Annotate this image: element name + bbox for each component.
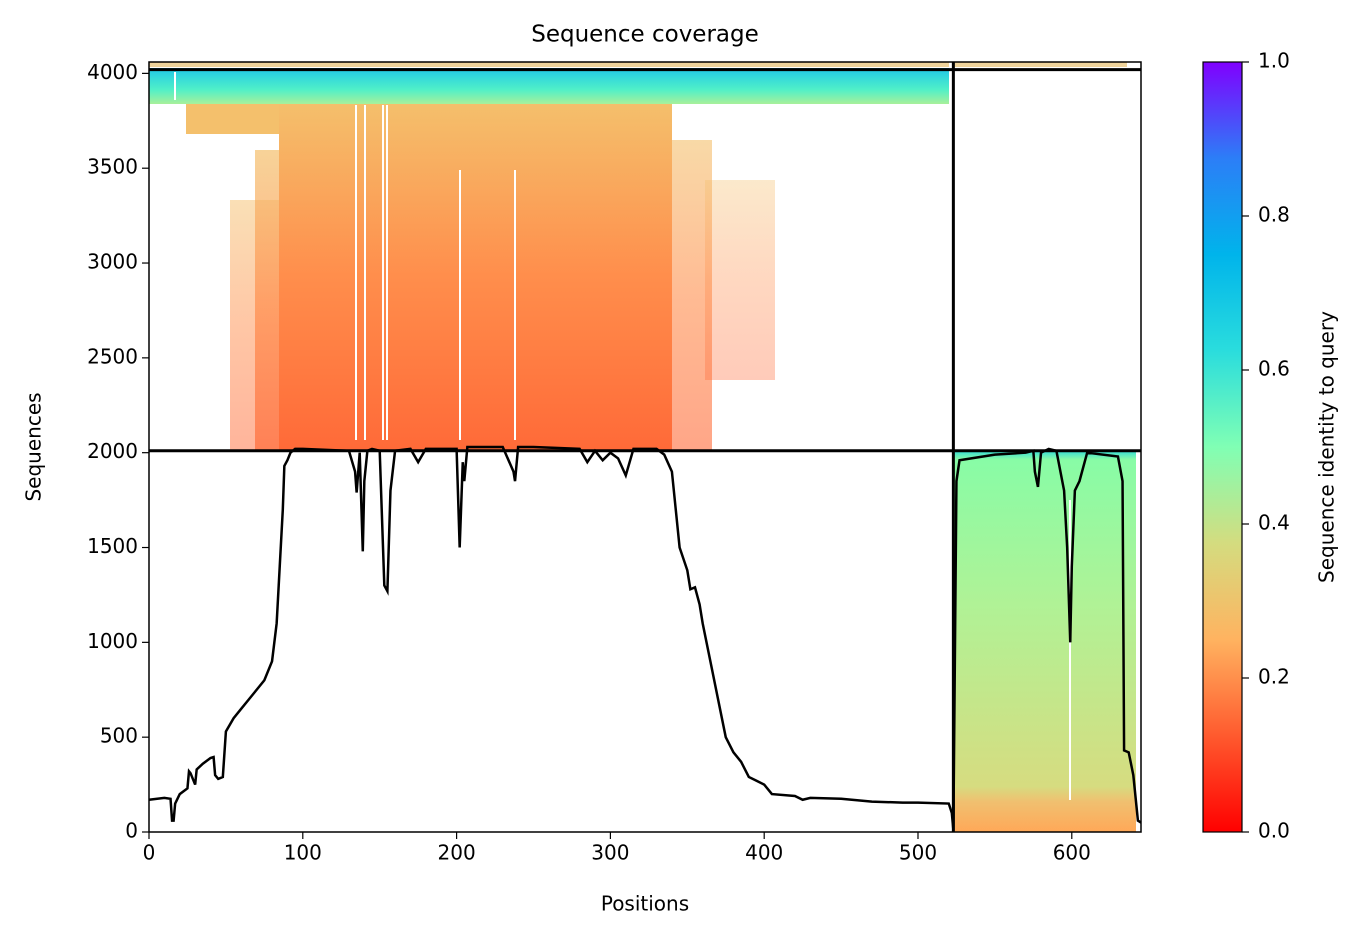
x-tick-label: 0 <box>143 841 156 865</box>
colorbar-tick-label: 1.0 <box>1258 49 1290 73</box>
heatmap-block <box>952 452 1136 832</box>
heatmap-gaps <box>174 72 1071 800</box>
y-tick-label: 1500 <box>87 534 138 558</box>
colorbar <box>1202 61 1243 833</box>
plot-frame <box>148 61 1142 833</box>
colorbar-tick-label: 0.2 <box>1258 665 1290 689</box>
colorbar-tick-label: 0.0 <box>1258 819 1290 843</box>
y-tick-label: 1000 <box>87 629 138 653</box>
y-tick-label: 2000 <box>87 439 138 463</box>
x-tick-label: 300 <box>591 841 629 865</box>
x-tick-label: 600 <box>1053 841 1091 865</box>
x-tick-label: 400 <box>745 841 783 865</box>
y-tick-label: 2500 <box>87 344 138 368</box>
y-tick-label: 500 <box>100 724 138 748</box>
x-tick-label: 100 <box>284 841 322 865</box>
heatmap-edge <box>186 104 280 134</box>
y-tick-label: 4000 <box>87 60 138 84</box>
y-tick-label: 0 <box>125 819 138 843</box>
heatmap-edge <box>255 150 280 450</box>
chart-title: Sequence coverage <box>531 22 759 48</box>
coverage-heatmap <box>149 62 1136 832</box>
colorbar-tick-label: 0.8 <box>1258 203 1290 227</box>
x-tick-label: 200 <box>438 841 476 865</box>
x-axis-label: Positions <box>601 892 689 916</box>
y-tick-label: 3500 <box>87 155 138 179</box>
heatmap-block <box>279 101 672 450</box>
heatmap-strip <box>149 62 949 67</box>
heatmap-strip <box>952 62 1127 67</box>
heatmap-edge <box>705 180 775 380</box>
colorbar-tick-label: 0.6 <box>1258 357 1290 381</box>
y-axis-label: Sequences <box>22 392 46 501</box>
y-tick-label: 3000 <box>87 250 138 274</box>
heatmap-block <box>149 68 949 104</box>
colorbar-label: Sequence identity to query <box>1315 311 1339 583</box>
x-tick-label: 500 <box>899 841 937 865</box>
coverage-line <box>148 445 1142 831</box>
colorbar-tick-label: 0.4 <box>1258 511 1290 535</box>
